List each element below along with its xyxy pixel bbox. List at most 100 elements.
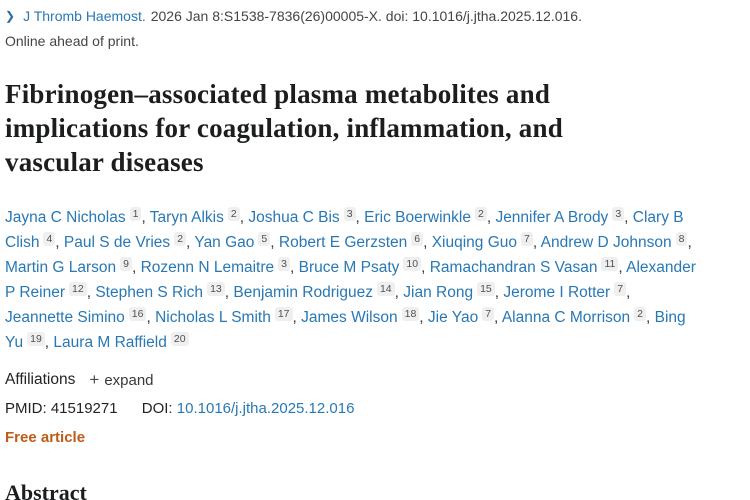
author-separator: , bbox=[423, 234, 432, 251]
author-separator: , bbox=[624, 209, 633, 226]
identifiers-row: PMID: 41519271 DOI: 10.1016/j.jtha.2025.… bbox=[5, 399, 706, 419]
plus-icon: + bbox=[89, 370, 100, 389]
author-separator: , bbox=[421, 259, 430, 276]
author-separator: , bbox=[494, 284, 504, 301]
author-affiliation-badge: 2 bbox=[474, 207, 487, 221]
author-link[interactable]: Eric Boerwinkle bbox=[364, 209, 471, 226]
author-affiliation-badge: 15 bbox=[477, 282, 495, 296]
author-separator: , bbox=[141, 209, 150, 226]
author-link[interactable]: Stephen S Rich bbox=[95, 284, 204, 301]
author-separator: , bbox=[239, 209, 249, 226]
doi-label: DOI: bbox=[141, 400, 173, 417]
author-affiliation-badge: 14 bbox=[376, 282, 395, 296]
affiliations-row: Affiliations + expand bbox=[5, 370, 706, 390]
author-link[interactable]: Jian Rong bbox=[403, 284, 474, 301]
author-affiliation-badge: 6 bbox=[411, 232, 424, 246]
author-affiliation-badge: 17 bbox=[274, 307, 293, 321]
author-link[interactable]: James Wilson bbox=[301, 309, 398, 326]
author-list: Jayna C Nicholas 1, Taryn Alkis 2, Joshua … bbox=[5, 205, 700, 355]
pmid-label: PMID: bbox=[5, 400, 47, 417]
author-link[interactable]: Jie Yao bbox=[427, 309, 479, 326]
author-affiliation-badge: 2 bbox=[227, 207, 240, 221]
author-link[interactable]: Nicholas L Smith bbox=[155, 309, 271, 326]
citation-block: ❯ J Thromb Haemost. 2026 Jan 8:S1538-783… bbox=[5, 6, 706, 51]
author-separator: , bbox=[486, 209, 496, 226]
author-separator: , bbox=[186, 234, 195, 251]
article-title: Fibrinogen–associated plasma metabolites… bbox=[5, 79, 563, 177]
online-ahead-of-print-text: Online ahead of print. bbox=[5, 33, 139, 49]
author-link[interactable]: Bruce M Psaty bbox=[298, 259, 400, 276]
author-link[interactable]: Andrew D Johnson bbox=[540, 234, 672, 251]
author-link[interactable]: Alexander P Reiner bbox=[5, 259, 696, 301]
author-affiliation-badge: 11 bbox=[601, 257, 619, 271]
author-separator: , bbox=[44, 334, 54, 351]
author-link[interactable]: Laura M Raffield bbox=[53, 334, 167, 351]
author-affiliation-badge: 4 bbox=[43, 232, 56, 246]
author-link[interactable]: Taryn Alkis bbox=[149, 209, 224, 226]
author-separator: , bbox=[394, 284, 404, 301]
free-article-badge: Free article bbox=[5, 429, 86, 446]
author-affiliation-badge: 8 bbox=[675, 232, 688, 246]
author-affiliation-badge: 3 bbox=[612, 207, 625, 221]
author-link[interactable]: Jeannette Simino bbox=[5, 309, 125, 326]
author-link[interactable]: Joshua C Bis bbox=[248, 209, 340, 226]
author-separator: , bbox=[419, 309, 428, 326]
author-separator: , bbox=[646, 309, 655, 326]
author-link[interactable]: Jennifer A Brody bbox=[495, 209, 609, 226]
author-affiliation-badge: 1 bbox=[129, 207, 142, 221]
author-affiliation-badge: 2 bbox=[174, 232, 187, 246]
author-separator: , bbox=[618, 259, 627, 276]
author-affiliation-badge: 3 bbox=[343, 207, 356, 221]
author-link[interactable]: Clary B Clish bbox=[5, 209, 684, 251]
author-link[interactable]: Alanna C Morrison bbox=[501, 309, 631, 326]
author-separator: , bbox=[355, 209, 365, 226]
author-link[interactable]: Ramachandran S Vasan bbox=[429, 259, 598, 276]
author-link[interactable]: Robert E Gerzsten bbox=[278, 234, 408, 251]
author-link[interactable]: Rozenn N Lemaitre bbox=[140, 259, 275, 276]
affiliations-expand-button[interactable]: + expand bbox=[89, 370, 153, 390]
author-affiliation-badge: 12 bbox=[69, 282, 87, 296]
author-link[interactable]: Jerome I Rotter bbox=[503, 284, 611, 301]
author-affiliation-badge: 16 bbox=[128, 307, 147, 321]
affiliations-label: Affiliations bbox=[5, 371, 76, 388]
author-affiliation-badge: 19 bbox=[27, 332, 45, 346]
author-separator: , bbox=[290, 259, 299, 276]
author-separator: , bbox=[86, 284, 96, 301]
expand-label: expand bbox=[104, 371, 154, 389]
author-separator: , bbox=[494, 309, 502, 326]
author-separator: , bbox=[55, 234, 64, 251]
doi-link[interactable]: 10.1016/j.jtha.2025.12.016 bbox=[176, 400, 355, 417]
author-separator: , bbox=[292, 309, 302, 326]
abstract-heading: Abstract bbox=[5, 480, 87, 500]
author-separator: , bbox=[687, 234, 692, 251]
journal-toggle-chevron-icon[interactable]: ❯ bbox=[5, 9, 16, 23]
author-link[interactable]: Jayna C Nicholas bbox=[5, 209, 126, 226]
author-link[interactable]: Paul S de Vries bbox=[63, 234, 171, 251]
author-link[interactable]: Benjamin Rodriguez bbox=[233, 284, 373, 301]
author-separator: , bbox=[146, 309, 156, 326]
author-affiliation-badge: 7 bbox=[521, 232, 533, 246]
author-link[interactable]: Martin G Larson bbox=[5, 259, 117, 276]
author-link[interactable]: Xiuqing Guo bbox=[431, 234, 518, 251]
author-separator: , bbox=[131, 259, 141, 276]
citation-text: 2026 Jan 8:S1538-7836(26)00005-X. doi: 1… bbox=[150, 8, 582, 24]
author-affiliation-badge: 3 bbox=[278, 257, 290, 271]
pmid-value: 41519271 bbox=[50, 400, 118, 417]
citation-line: ❯ J Thromb Haemost. 2026 Jan 8:S1538-783… bbox=[5, 6, 706, 26]
author-separator: , bbox=[626, 284, 631, 301]
author-separator: , bbox=[270, 234, 279, 251]
author-affiliation-badge: 13 bbox=[207, 282, 225, 296]
author-affiliation-badge: 9 bbox=[120, 257, 132, 271]
author-affiliation-badge: 7 bbox=[482, 307, 495, 321]
author-affiliation-badge: 18 bbox=[401, 307, 420, 321]
author-affiliation-badge: 5 bbox=[258, 232, 271, 246]
author-separator: , bbox=[224, 284, 234, 301]
author-affiliation-badge: 7 bbox=[614, 282, 627, 296]
author-link[interactable]: Yan Gao bbox=[194, 234, 255, 251]
author-link[interactable]: Bing Yu bbox=[5, 309, 686, 351]
author-affiliation-badge: 10 bbox=[403, 257, 422, 271]
author-affiliation-badge: 20 bbox=[170, 332, 189, 346]
journal-link[interactable]: J Thromb Haemost. bbox=[23, 8, 146, 24]
author-separator: , bbox=[532, 234, 541, 251]
